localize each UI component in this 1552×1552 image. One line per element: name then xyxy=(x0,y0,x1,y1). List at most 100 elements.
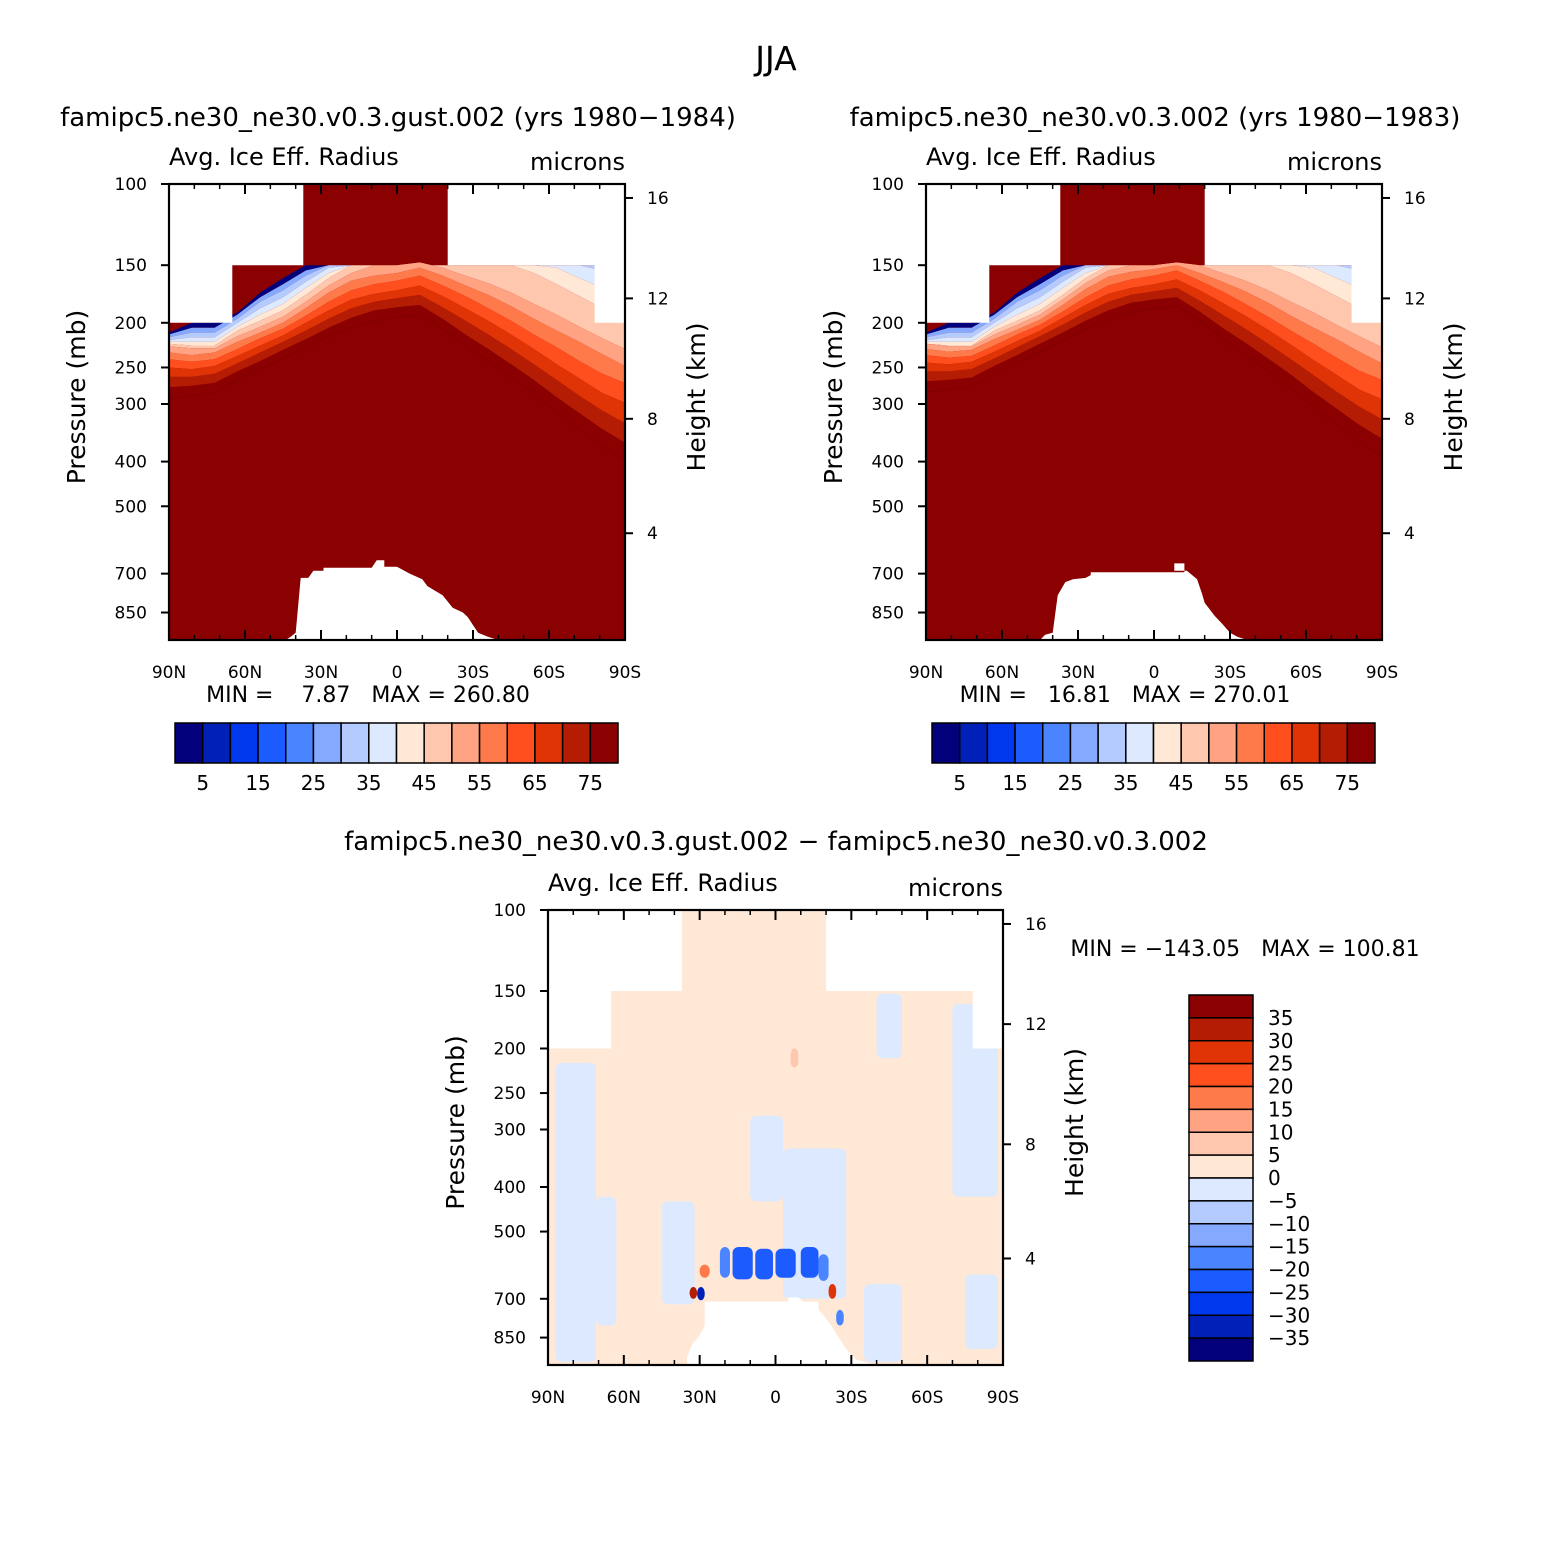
colorbar-swatch xyxy=(561,722,592,764)
colorbar-swatch xyxy=(1188,1314,1254,1339)
colorbar-swatch xyxy=(589,722,619,764)
panel-difference: famipc5.ne30_ne30.v0.3.gust.002 − famipc… xyxy=(344,827,1420,1408)
colorbar-label: 5 xyxy=(953,771,966,795)
colorbar-swatch xyxy=(395,722,425,764)
y2-tick-label: 4 xyxy=(1404,524,1415,544)
x-tick-label: 60S xyxy=(533,663,565,683)
y-tick-label: 100 xyxy=(872,175,904,195)
topography-mask xyxy=(285,560,499,640)
anomaly-patch xyxy=(828,1283,837,1299)
colorbar-swatch xyxy=(285,722,315,764)
contour-band-5 xyxy=(169,265,625,338)
x-tick-label: 30N xyxy=(1061,663,1095,683)
x-tick-label: 30S xyxy=(1214,663,1246,683)
x-tick-label: 90S xyxy=(987,1388,1019,1408)
colorbar-swatch xyxy=(1069,722,1099,764)
colorbar-label: 65 xyxy=(1279,771,1304,795)
y-tick-label: 400 xyxy=(115,453,147,473)
colorbar-label: 20 xyxy=(1268,1075,1293,1099)
contour-band-14 xyxy=(169,294,625,443)
contour-band-6 xyxy=(169,265,625,341)
anomaly-patch xyxy=(719,1246,730,1278)
colorbar-label: 45 xyxy=(1168,771,1193,795)
y-tick-label: 250 xyxy=(115,358,147,378)
y-tick-label: 700 xyxy=(872,565,904,585)
colorbar-label: −5 xyxy=(1268,1189,1297,1213)
panel-title: famipc5.ne30_ne30.v0.3.002 (yrs 1980−198… xyxy=(850,103,1461,133)
colorbar-label: 15 xyxy=(1002,771,1027,795)
topography-mask xyxy=(687,1297,877,1365)
colorbar-swatch xyxy=(506,722,536,764)
x-tick-label: 0 xyxy=(770,1388,781,1408)
colorbar-swatch xyxy=(368,722,398,764)
colorbar-label: 55 xyxy=(1224,771,1249,795)
x-tick-label: 30N xyxy=(304,663,338,683)
contour-band-7 xyxy=(926,265,1382,342)
panel-title: famipc5.ne30_ne30.v0.3.gust.002 − famipc… xyxy=(344,827,1208,857)
colorbar-swatch xyxy=(958,722,989,764)
colorbar-swatch xyxy=(1188,1085,1254,1111)
colorbar-label: −20 xyxy=(1268,1258,1310,1282)
right-label: microns xyxy=(530,148,625,176)
colorbar-label: 25 xyxy=(1268,1052,1293,1076)
colorbar-swatch xyxy=(1042,722,1072,764)
anomaly-patch xyxy=(555,1062,597,1362)
y-tick-label: 700 xyxy=(494,1290,526,1310)
min-max-stats: MIN = 7.87 MAX = 260.80 xyxy=(206,683,530,708)
colorbar-swatch xyxy=(1188,1131,1254,1156)
colorbar-swatch xyxy=(1188,1291,1254,1316)
y2-axis-label: Height (km) xyxy=(1060,1048,1089,1197)
y2-tick-label: 8 xyxy=(1025,1135,1036,1155)
anomaly-patch xyxy=(876,993,902,1059)
contour-band-0 xyxy=(169,265,625,335)
colorbar-swatch xyxy=(423,722,453,764)
y2-tick-label: 12 xyxy=(647,289,669,309)
anomaly-patch xyxy=(697,1287,705,1301)
y-tick-label: 500 xyxy=(872,497,904,517)
x-tick-label: 60N xyxy=(607,1388,641,1408)
colorbar-swatch xyxy=(229,722,259,764)
contour-band-14 xyxy=(926,287,1382,439)
panel-top-right: famipc5.ne30_ne30.v0.3.002 (yrs 1980−198… xyxy=(819,103,1468,795)
anomaly-patch xyxy=(732,1246,753,1280)
colorbar-swatch xyxy=(986,722,1016,764)
y-tick-label: 300 xyxy=(872,395,904,415)
left-label: Avg. Ice Eff. Radius xyxy=(926,143,1156,171)
x-tick-label: 30N xyxy=(682,1388,716,1408)
colorbar-label: −10 xyxy=(1268,1212,1310,1236)
colorbar-swatch xyxy=(1318,722,1349,764)
colorbar-swatch xyxy=(1208,722,1238,764)
contour-band-12 xyxy=(926,270,1382,400)
colorbar-label: 30 xyxy=(1268,1029,1293,1053)
plot-area xyxy=(169,184,625,640)
colorbar-label: 75 xyxy=(578,771,603,795)
no-data-region xyxy=(926,184,1061,323)
x-tick-label: 0 xyxy=(392,663,403,683)
x-tick-label: 90S xyxy=(1366,663,1398,683)
anomaly-patch xyxy=(783,1148,847,1299)
anomaly-patch xyxy=(800,1246,819,1278)
y2-tick-label: 4 xyxy=(1025,1249,1036,1269)
y2-tick-label: 8 xyxy=(647,410,658,430)
colorbar-label: 35 xyxy=(1268,1006,1293,1030)
colorbar-swatch xyxy=(1188,1245,1254,1271)
anomaly-patch xyxy=(775,1248,796,1278)
colorbar-swatch xyxy=(1188,1017,1254,1042)
contour-band-13 xyxy=(926,279,1382,420)
colorbar-swatch xyxy=(1152,722,1182,764)
anomaly-patch xyxy=(790,1048,799,1068)
y-tick-label: 200 xyxy=(115,314,147,334)
colorbar-label: 15 xyxy=(1268,1097,1293,1121)
contour-band-11 xyxy=(926,265,1382,380)
y2-tick-label: 8 xyxy=(1404,410,1415,430)
x-tick-label: 90N xyxy=(152,663,186,683)
x-tick-label: 60N xyxy=(985,663,1019,683)
colorbar-label: 25 xyxy=(301,771,326,795)
no-data-region xyxy=(1204,184,1382,323)
contour-band-13 xyxy=(169,285,625,424)
colorbar-swatch xyxy=(1188,1177,1254,1202)
colorbar-label: −25 xyxy=(1268,1280,1310,1304)
y-tick-label: 500 xyxy=(494,1223,526,1243)
colorbar-swatch xyxy=(451,722,481,764)
